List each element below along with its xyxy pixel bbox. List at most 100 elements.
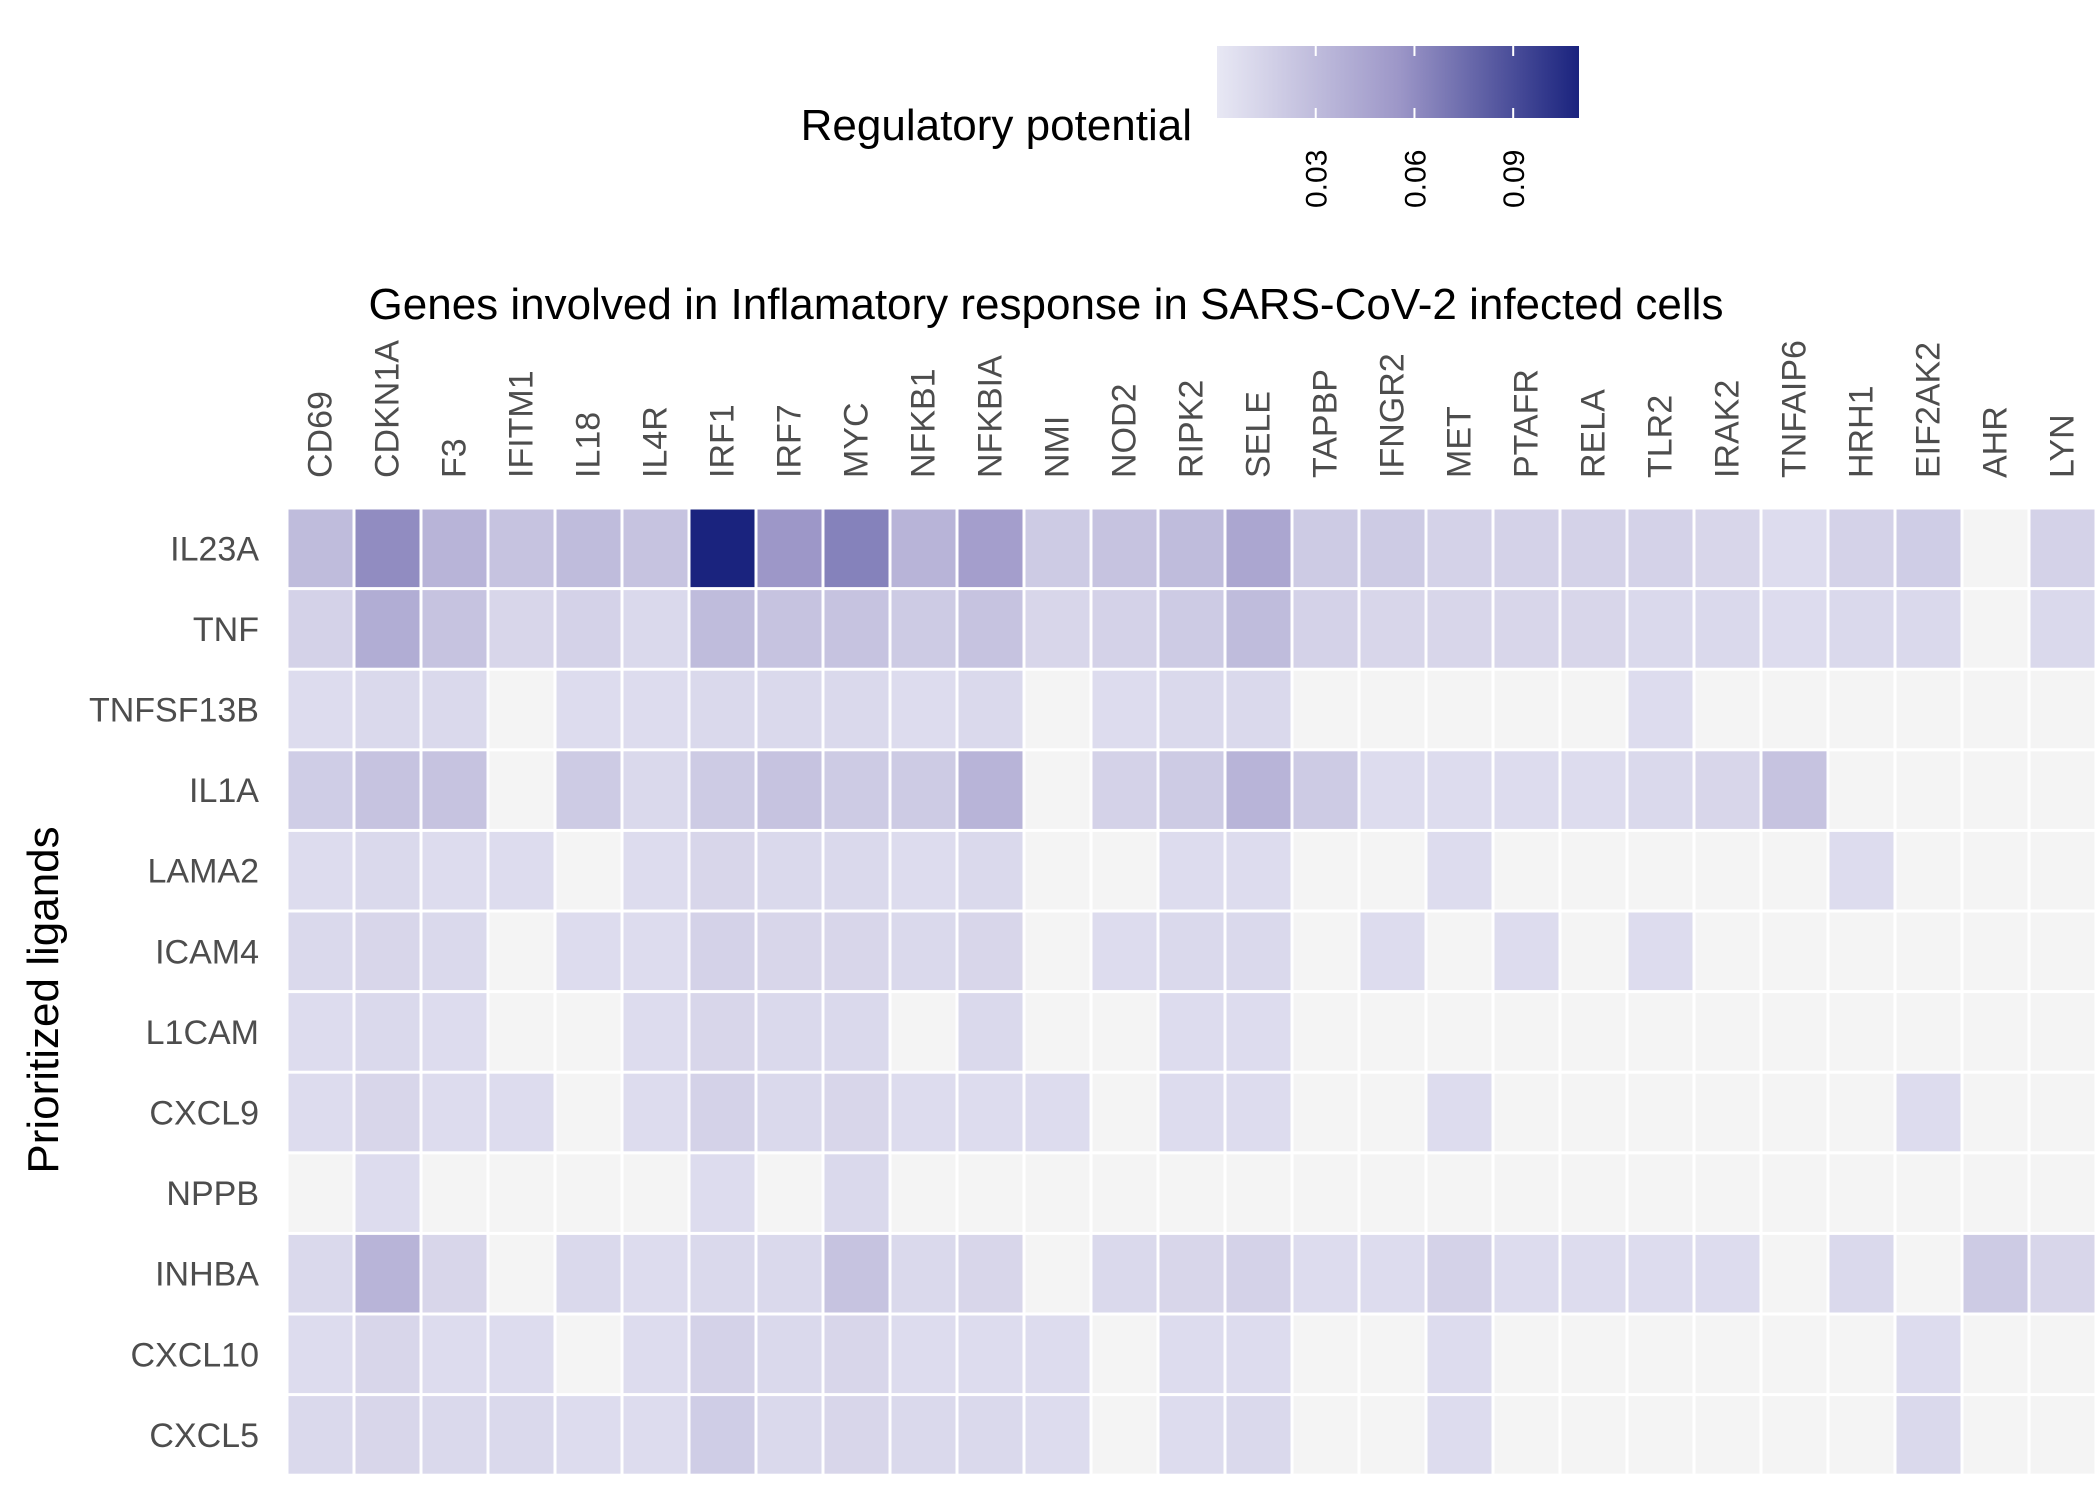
y-axis-label: Prioritized ligands <box>19 826 68 1173</box>
heatmap-cell-tnf-ifngr2 <box>1360 590 1425 668</box>
heatmap-cell-lama2-irf1 <box>690 831 755 910</box>
heatmap-cell-inhba-f3 <box>422 1234 487 1313</box>
heatmap-cell-cxcl9-ptafr <box>1494 1073 1559 1152</box>
heatmap-cell-icam4-cd69 <box>288 912 353 991</box>
heatmap-cell-il1a-lyn <box>2030 751 2095 829</box>
x-tick-label: MET <box>1441 406 1479 478</box>
heatmap-cell-tnf-ifitm1 <box>489 590 554 668</box>
heatmap-cell-nppb-myc <box>824 1154 889 1232</box>
y-tick-label: CXCL5 <box>149 1417 259 1455</box>
heatmap-cell-tnf-cdkn1a <box>355 590 420 668</box>
heatmap-cell-tnfsf13b-irak2 <box>1695 670 1760 749</box>
heatmap-cell-l1cam-cdkn1a <box>355 993 420 1071</box>
heatmap-cell-tnfsf13b-ahr <box>1963 670 2028 749</box>
heatmap-cell-cxcl10-il18 <box>556 1315 621 1394</box>
heatmap-cell-nppb-sele <box>1226 1154 1291 1232</box>
x-tick-label: AHR <box>1977 406 2015 478</box>
heatmap-cell-lama2-tapbp <box>1293 831 1358 910</box>
heatmap-cell-l1cam-ptafr <box>1494 993 1559 1071</box>
heatmap-cell-tnfsf13b-cdkn1a <box>355 670 420 749</box>
heatmap-cell-il1a-nfkb1 <box>891 751 956 829</box>
heatmap-cell-il1a-myc <box>824 751 889 829</box>
heatmap-cell-il23a-il18 <box>556 509 621 588</box>
heatmap-cell-cxcl5-irak2 <box>1695 1396 1760 1474</box>
heatmap-cell-cxcl9-tapbp <box>1293 1073 1358 1152</box>
heatmap-cell-cxcl10-cd69 <box>288 1315 353 1394</box>
heatmap-cell-cxcl10-myc <box>824 1315 889 1394</box>
heatmap-cell-icam4-il4r <box>623 912 688 991</box>
heatmap-cell-tnf-hrh1 <box>1829 590 1894 668</box>
heatmap-cell-cxcl5-nfkb1 <box>891 1396 956 1474</box>
heatmap-cell-l1cam-irf1 <box>690 993 755 1071</box>
heatmap-cell-lama2-nfkbia <box>958 831 1023 910</box>
heatmap-cell-tnfsf13b-myc <box>824 670 889 749</box>
x-tick-label: NOD2 <box>1106 384 1144 478</box>
heatmap-cell-cxcl10-ifngr2 <box>1360 1315 1425 1394</box>
heatmap-cell-cxcl5-rela <box>1561 1396 1626 1474</box>
y-tick-label: TNFSF13B <box>89 692 259 730</box>
heatmap-cell-cxcl9-myc <box>824 1073 889 1152</box>
heatmap-cell-cxcl9-irf7 <box>757 1073 822 1152</box>
heatmap-cell-cxcl5-cd69 <box>288 1396 353 1474</box>
heatmap-cell-il23a-irf7 <box>757 509 822 588</box>
heatmap-cell-il1a-met <box>1427 751 1492 829</box>
heatmap-cell-tnfsf13b-f3 <box>422 670 487 749</box>
heatmap-cell-il23a-nod2 <box>1092 509 1157 588</box>
heatmap-cell-cxcl5-nmi <box>1025 1396 1090 1474</box>
heatmap-cell-lama2-ifitm1 <box>489 831 554 910</box>
heatmap-cell-il1a-irak2 <box>1695 751 1760 829</box>
heatmap-cell-cxcl9-irf1 <box>690 1073 755 1152</box>
heatmap-cell-cxcl10-ptafr <box>1494 1315 1559 1394</box>
x-tick-label: CDKN1A <box>369 340 407 478</box>
heatmap-cell-cxcl10-tnfaip6 <box>1762 1315 1827 1394</box>
heatmap-cell-l1cam-nod2 <box>1092 993 1157 1071</box>
y-tick-label: NPPB <box>166 1175 259 1213</box>
heatmap-cell-l1cam-f3 <box>422 993 487 1071</box>
heatmap-cell-cxcl5-nfkbia <box>958 1396 1023 1474</box>
heatmap-cell-lama2-irf7 <box>757 831 822 910</box>
heatmap-cell-tnfsf13b-tlr2 <box>1628 670 1693 749</box>
x-tick-label: IL18 <box>570 412 608 478</box>
heatmap-cell-cxcl10-irf1 <box>690 1315 755 1394</box>
heatmap-cell-nppb-nod2 <box>1092 1154 1157 1232</box>
heatmap-cell-l1cam-irf7 <box>757 993 822 1071</box>
heatmap-cell-lama2-eif2ak2 <box>1896 831 1961 910</box>
heatmap-cell-inhba-sele <box>1226 1234 1291 1313</box>
heatmap-cell-l1cam-eif2ak2 <box>1896 993 1961 1071</box>
heatmap-cell-nppb-cdkn1a <box>355 1154 420 1232</box>
heatmap-cell-lama2-ifngr2 <box>1360 831 1425 910</box>
heatmap-cell-inhba-ahr <box>1963 1234 2028 1313</box>
heatmap-cell-inhba-lyn <box>2030 1234 2095 1313</box>
heatmap-cell-tnfsf13b-ripk2 <box>1159 670 1224 749</box>
heatmap-cell-il23a-tapbp <box>1293 509 1358 588</box>
heatmap-cell-tnf-nmi <box>1025 590 1090 668</box>
heatmap-cell-nppb-tnfaip6 <box>1762 1154 1827 1232</box>
heatmap-cell-il23a-tnfaip6 <box>1762 509 1827 588</box>
x-tick-label: IRAK2 <box>1709 380 1747 478</box>
heatmap-cell-icam4-hrh1 <box>1829 912 1894 991</box>
y-tick-label: TNF <box>193 611 259 649</box>
heatmap-cell-l1cam-myc <box>824 993 889 1071</box>
x-tick-label: RELA <box>1575 389 1613 478</box>
heatmap-cell-tnfsf13b-ifngr2 <box>1360 670 1425 749</box>
heatmap-cell-cxcl9-nfkb1 <box>891 1073 956 1152</box>
heatmap-cell-cxcl5-il4r <box>623 1396 688 1474</box>
x-tick-label: TNFAIP6 <box>1776 340 1814 478</box>
heatmap-cell-tnfsf13b-il4r <box>623 670 688 749</box>
heatmap-cell-tnfsf13b-irf1 <box>690 670 755 749</box>
heatmap-cell-inhba-cd69 <box>288 1234 353 1313</box>
heatmap-cell-lama2-irak2 <box>1695 831 1760 910</box>
heatmap-cell-icam4-tapbp <box>1293 912 1358 991</box>
heatmap-cell-icam4-eif2ak2 <box>1896 912 1961 991</box>
heatmap-cell-cxcl10-nfkbia <box>958 1315 1023 1394</box>
heatmap-cell-tnf-rela <box>1561 590 1626 668</box>
heatmap-cell-cxcl5-il18 <box>556 1396 621 1474</box>
heatmap-cell-cxcl10-cdkn1a <box>355 1315 420 1394</box>
heatmap-cell-tnfsf13b-ptafr <box>1494 670 1559 749</box>
heatmap-cell-icam4-irf7 <box>757 912 822 991</box>
heatmap-cell-cxcl5-irf1 <box>690 1396 755 1474</box>
heatmap-cell-tnfsf13b-nmi <box>1025 670 1090 749</box>
heatmap-cell-tnf-tlr2 <box>1628 590 1693 668</box>
heatmap-cell-tnfsf13b-eif2ak2 <box>1896 670 1961 749</box>
heatmap-cell-icam4-nfkb1 <box>891 912 956 991</box>
